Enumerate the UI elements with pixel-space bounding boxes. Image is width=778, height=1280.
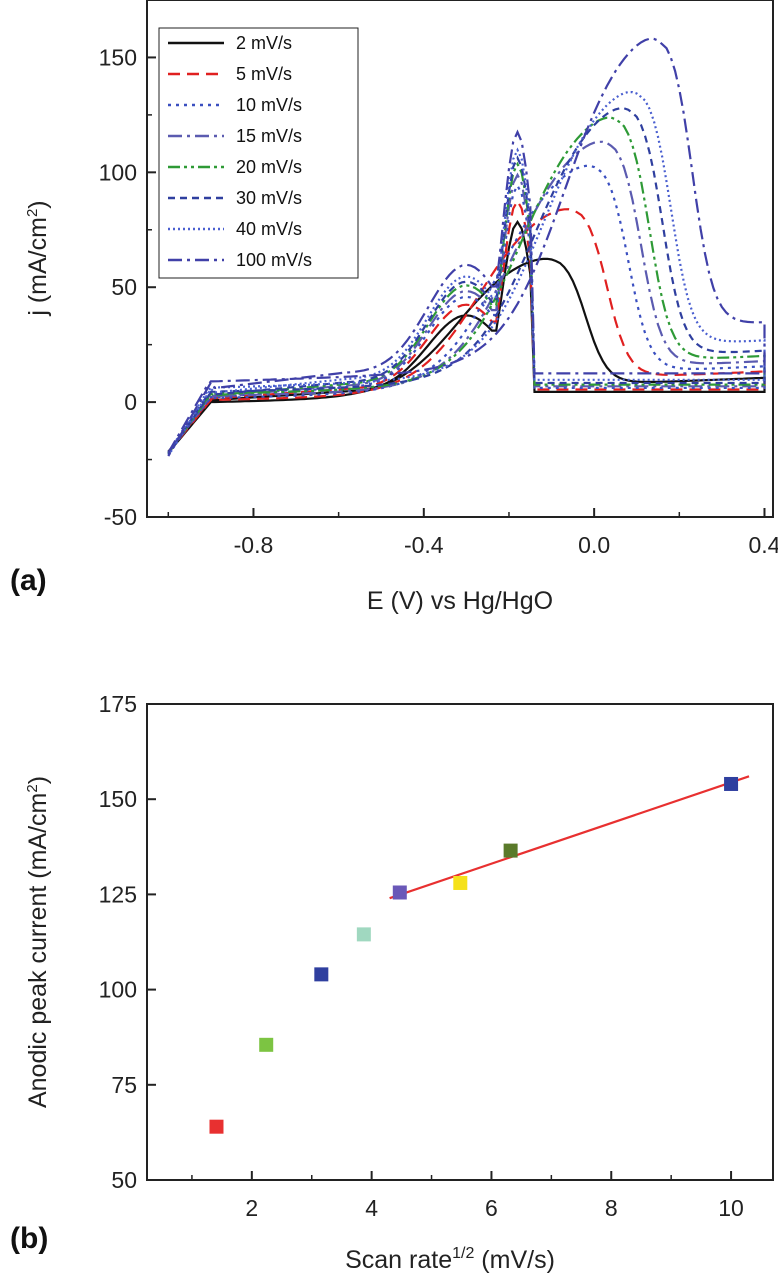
- data-point-6: [503, 843, 518, 858]
- yaxis-label-b: Anodic peak current (mA/cm2): [24, 776, 52, 1108]
- cv-curve-7: [167, 37, 766, 457]
- ytick-label-a: 100: [99, 159, 137, 185]
- data-point-7: [724, 776, 739, 791]
- xtick-label-a: 0.0: [578, 532, 610, 558]
- legend-entry-label: 15 mV/s: [236, 126, 302, 146]
- plot-a-frame: [146, 0, 774, 518]
- xtick-label-b: 6: [485, 1195, 498, 1221]
- xtick-label-b: 10: [718, 1195, 744, 1221]
- plot-b-frame: [146, 703, 774, 1181]
- axis-ticks-b: 2 4 6 8 10 50 75 100 125 150 175: [99, 691, 744, 1221]
- legend-a: 2 mV/s 5 mV/s 10 mV/s 15 mV/s 20 mV/s 30 mV/s…: [168, 33, 312, 270]
- xtick-label-b: 2: [245, 1195, 258, 1221]
- linear-fit-line: [389, 775, 750, 900]
- xtick-label-a: -0.4: [404, 532, 444, 558]
- cv-curves-group: [167, 37, 766, 457]
- ytick-label-b: 75: [111, 1072, 137, 1098]
- legend-entry-label: 5 mV/s: [236, 64, 292, 84]
- ytick-label-a: 150: [99, 44, 137, 70]
- legend-entry-label: 30 mV/s: [236, 188, 302, 208]
- legend-entry-label: 10 mV/s: [236, 95, 302, 115]
- ytick-label-b: 125: [99, 881, 137, 907]
- ytick-label-a: 0: [124, 389, 137, 415]
- legend-entry-label: 2 mV/s: [236, 33, 292, 53]
- axis-ticks-a: -0.8 -0.4 0.0 0.4 -50 0 50 100 150: [99, 0, 778, 558]
- legend-entry-label: 40 mV/s: [236, 219, 302, 239]
- ytick-label-b: 175: [99, 691, 137, 717]
- xtick-label-a: -0.8: [234, 532, 274, 558]
- ytick-label-a: -50: [104, 504, 137, 530]
- xtick-label-b: 8: [605, 1195, 618, 1221]
- ytick-label-a: 50: [111, 274, 137, 300]
- scatter-points-group: [209, 776, 739, 1134]
- ytick-label-b: 150: [99, 786, 137, 812]
- yaxis-label-a: j (mA/cm2): [24, 200, 52, 316]
- fit-line-group: [389, 775, 750, 900]
- data-point-1: [259, 1037, 274, 1052]
- ytick-label-b: 50: [111, 1167, 137, 1193]
- xtick-label-b: 4: [365, 1195, 378, 1221]
- cv-curve-5: [167, 107, 766, 455]
- data-point-0: [209, 1119, 224, 1134]
- panel-label-a: (a): [10, 564, 47, 597]
- data-point-5: [453, 875, 468, 890]
- legend-box: [158, 27, 359, 279]
- xaxis-label-b: Scan rate1/2 (mV/s): [345, 1245, 555, 1274]
- ytick-label-b: 100: [99, 977, 137, 1003]
- panel-b-scatter-chart: 2 4 6 8 10 50 75 100 125 150 175 Scan rate1/2 (mV/…: [10, 691, 774, 1274]
- data-point-4: [392, 885, 407, 900]
- legend-entry-label: 100 mV/s: [236, 250, 312, 270]
- data-point-3: [356, 927, 371, 942]
- xaxis-label-a: E (V) vs Hg/HgO: [367, 587, 553, 615]
- panel-a-cv-chart: -0.8 -0.4 0.0 0.4 -50 0 50 100 150 2 mV/s 5 mV/s 1…: [10, 0, 778, 615]
- panel-label-b: (b): [10, 1222, 48, 1255]
- data-point-2: [314, 967, 329, 982]
- legend-entry-label: 20 mV/s: [236, 157, 302, 177]
- xtick-label-a: 0.4: [748, 532, 778, 558]
- cv-curve-2: [167, 164, 766, 454]
